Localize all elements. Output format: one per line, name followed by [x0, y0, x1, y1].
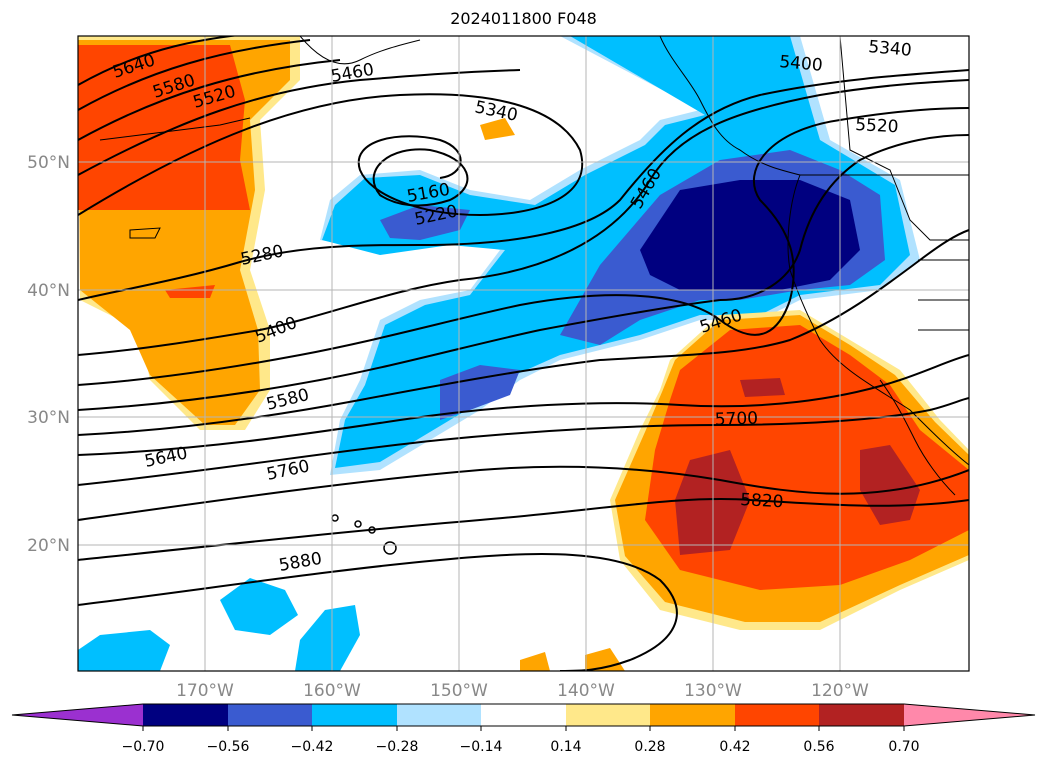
colorbar-tick-label: −0.70 [122, 739, 165, 755]
lon-label-160w: 160°W [303, 681, 361, 701]
lat-label-20n: 20°N [27, 536, 70, 556]
colorbar: −0.70 −0.56 −0.42 −0.28 −0.14 0.14 0.28 … [11, 703, 1036, 755]
lon-label-120w: 120°W [811, 681, 869, 701]
coastlines [99, 36, 969, 496]
colorbar-segment [143, 704, 228, 726]
colorbar-tick-label: −0.42 [291, 739, 334, 755]
colorbar-segment [397, 704, 481, 726]
colorbar-segment [481, 704, 566, 726]
colorbar-tick-labels: −0.70 −0.56 −0.42 −0.28 −0.14 0.14 0.28 … [122, 739, 920, 755]
colorbar-tick-label: 0.42 [719, 739, 750, 755]
colorbar-extend-high [904, 704, 1035, 726]
map-title: 2024011800 F048 [450, 9, 597, 28]
contour-label: 5400 [779, 52, 824, 76]
lon-label-150w: 150°W [430, 681, 488, 701]
latitude-labels: 50°N 40°N 30°N 20°N [27, 153, 70, 556]
contour-label: 5520 [855, 115, 899, 137]
lon-label-170w: 170°W [176, 681, 234, 701]
colorbar-tick-label: 0.56 [803, 739, 834, 755]
lat-label-40n: 40°N [27, 281, 70, 301]
colorbar-segment [312, 704, 397, 726]
colorbar-extend-low [12, 704, 143, 726]
colorbar-segment [650, 704, 735, 726]
contour-label: 5340 [868, 37, 913, 61]
map-plot-area: 5640 5580 5520 5460 5340 5400 5340 5520 … [78, 36, 969, 671]
lat-label-50n: 50°N [27, 153, 70, 173]
contour-label: 5820 [740, 490, 784, 512]
anomaly-small-patches [78, 118, 625, 671]
lon-label-130w: 130°W [684, 681, 742, 701]
lon-label-140w: 140°W [557, 681, 615, 701]
map-frame [77, 35, 970, 672]
contour-labels: 5640 5580 5520 5460 5340 5400 5340 5520 … [110, 37, 912, 576]
colorbar-segment [819, 704, 904, 726]
colorbar-segment [228, 704, 312, 726]
colorbar-tick-label: 0.70 [888, 739, 919, 755]
colorbar-segment [566, 704, 650, 726]
contour-label: 5700 [714, 408, 758, 429]
colorbar-segment [735, 704, 819, 726]
colorbar-ticks [142, 726, 905, 731]
lat-label-30n: 30°N [27, 408, 70, 428]
colorbar-tick-label: 0.28 [634, 739, 665, 755]
height-contours [78, 36, 969, 671]
colorbar-tick-label: −0.14 [460, 739, 503, 755]
graticule [78, 36, 969, 671]
colorbar-tick-label: −0.56 [207, 739, 250, 755]
longitude-labels: 170°W 160°W 150°W 140°W 130°W 120°W [176, 681, 869, 701]
colorbar-tick-label: −0.28 [376, 739, 419, 755]
colorbar-tick-label: 0.14 [550, 739, 581, 755]
